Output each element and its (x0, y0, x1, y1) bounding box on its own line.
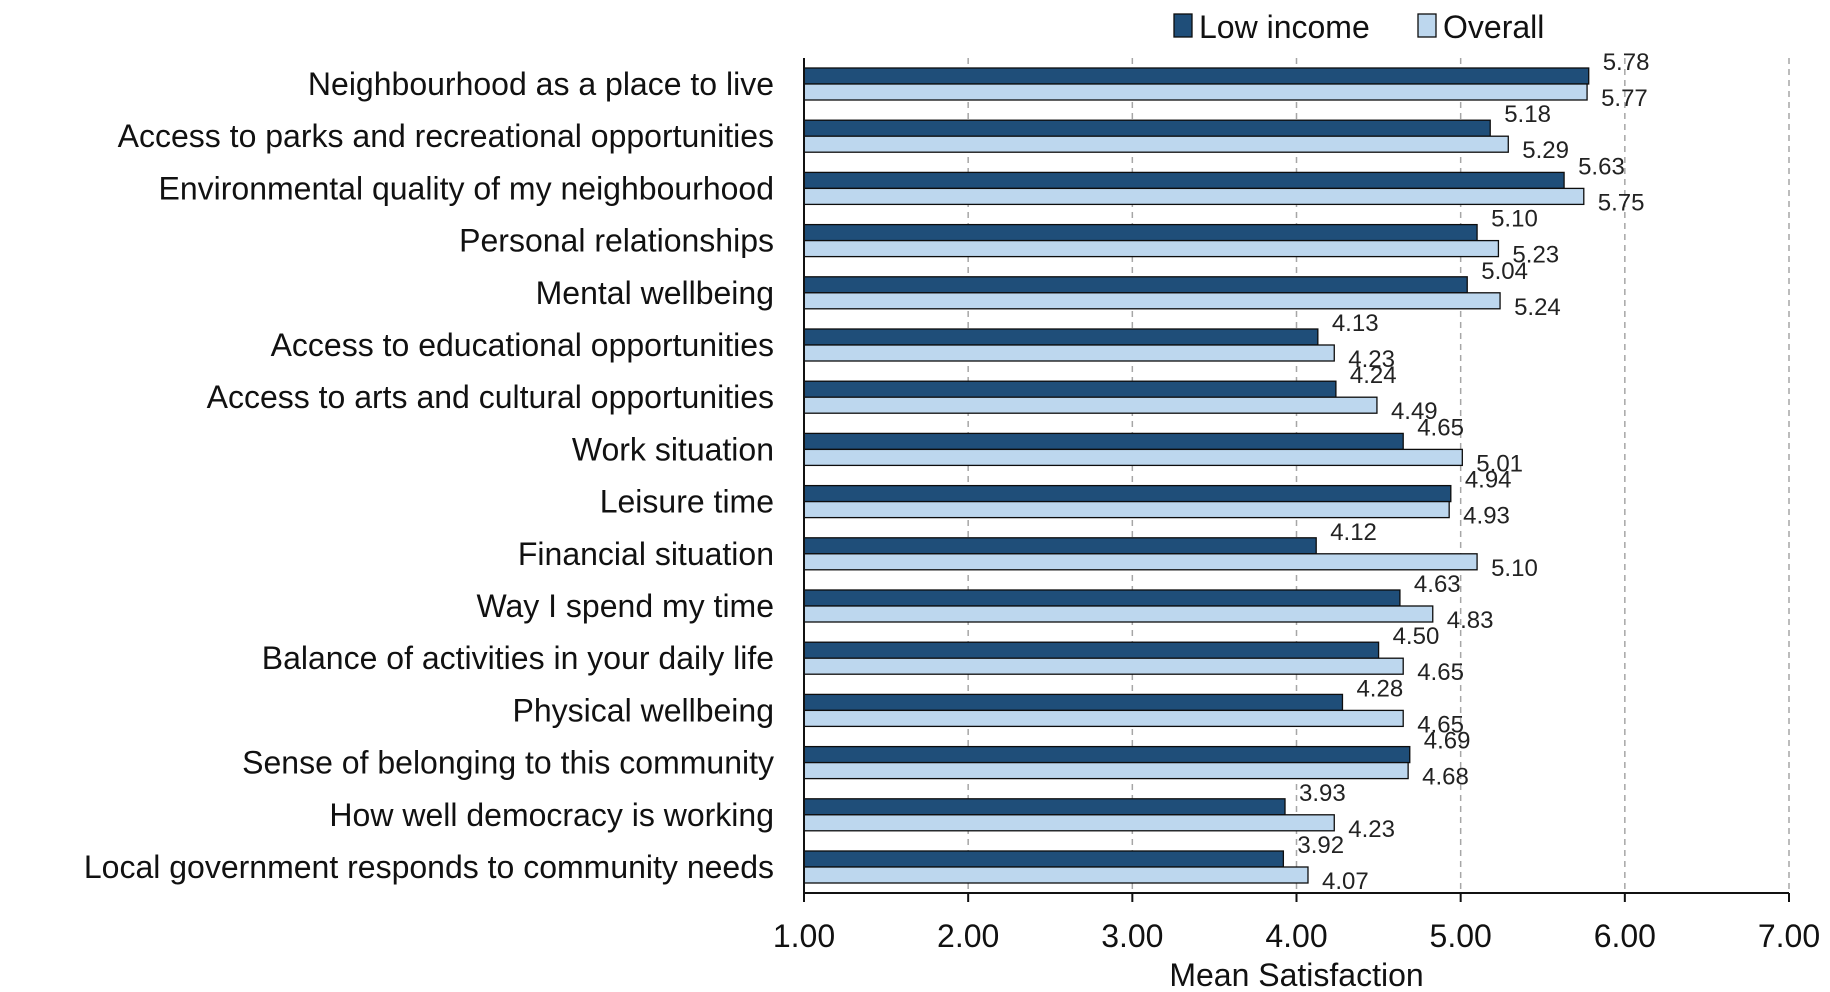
legend-label-overall: Overall (1443, 9, 1544, 45)
value-label-low-income-4: 5.04 (1481, 258, 1528, 285)
legend-swatch-low-income (1173, 13, 1193, 38)
value-label-low-income-12: 4.28 (1356, 675, 1403, 702)
bar-low-income-14 (803, 798, 1286, 816)
x-tick-label-6: 7.00 (1758, 918, 1820, 954)
category-label-9: Financial situation (518, 536, 774, 572)
value-label-low-income-5: 4.13 (1332, 310, 1379, 337)
value-label-overall-2: 5.75 (1598, 189, 1645, 216)
value-label-low-income-9: 4.12 (1330, 519, 1377, 546)
bar-overall-6 (803, 396, 1378, 414)
value-label-low-income-7: 4.65 (1417, 414, 1464, 441)
legend-label-low-income: Low income (1199, 9, 1370, 45)
bar-overall-15 (803, 866, 1309, 884)
bar-overall-5 (803, 344, 1335, 362)
value-label-overall-8: 4.93 (1463, 503, 1510, 530)
value-label-overall-10: 4.83 (1447, 607, 1494, 634)
value-label-overall-12: 4.65 (1417, 711, 1464, 738)
bar-low-income-2 (803, 171, 1565, 190)
value-label-low-income-3: 5.10 (1491, 206, 1538, 233)
category-label-7: Work situation (572, 431, 774, 467)
value-label-overall-3: 5.23 (1512, 242, 1559, 269)
bar-low-income-0 (803, 67, 1590, 85)
bar-low-income-3 (803, 223, 1478, 242)
value-label-overall-1: 5.29 (1522, 137, 1569, 164)
x-tick-label-0: 1.00 (773, 918, 835, 954)
value-label-low-income-15: 3.92 (1297, 832, 1344, 859)
bar-low-income-6 (803, 380, 1337, 398)
category-label-13: Sense of belonging to this community (242, 745, 774, 781)
bar-overall-14 (803, 814, 1335, 832)
value-label-low-income-0: 5.78 (1603, 49, 1650, 76)
value-label-low-income-1: 5.18 (1504, 101, 1551, 128)
value-label-low-income-8: 4.94 (1465, 467, 1512, 494)
value-label-overall-14: 4.23 (1348, 816, 1395, 843)
category-label-15: Local government responds to community n… (84, 849, 774, 885)
bar-low-income-12 (803, 693, 1344, 712)
x-tick-label-4: 5.00 (1430, 918, 1492, 954)
bar-overall-12 (803, 709, 1404, 728)
bar-low-income-10 (803, 589, 1401, 607)
value-label-overall-5: 4.23 (1348, 346, 1395, 373)
bar-overall-3 (803, 239, 1500, 258)
bar-low-income-9 (803, 537, 1317, 555)
x-axis-title: Mean Satisfaction (1169, 957, 1423, 992)
x-tick-label-1: 2.00 (937, 918, 999, 954)
bar-overall-11 (803, 657, 1404, 675)
bar-overall-0 (803, 83, 1588, 101)
bar-low-income-1 (803, 119, 1491, 137)
value-label-overall-0: 5.77 (1601, 85, 1648, 112)
category-label-4: Mental wellbeing (536, 275, 774, 311)
bar-overall-1 (803, 135, 1509, 153)
bar-low-income-11 (803, 641, 1380, 659)
value-label-low-income-6: 4.24 (1350, 362, 1397, 389)
value-label-low-income-14: 3.93 (1299, 780, 1346, 807)
category-label-8: Leisure time (600, 484, 774, 520)
value-label-overall-7: 5.01 (1476, 450, 1523, 477)
bar-low-income-7 (803, 432, 1404, 451)
legend-swatch-overall (1417, 13, 1437, 38)
value-label-low-income-11: 4.50 (1393, 623, 1440, 650)
bar-overall-7 (803, 448, 1463, 467)
value-label-overall-4: 5.24 (1514, 294, 1561, 321)
bar-overall-10 (803, 605, 1434, 623)
value-label-overall-13: 4.68 (1422, 764, 1469, 791)
bar-low-income-15 (803, 850, 1285, 868)
value-label-overall-6: 4.49 (1391, 398, 1438, 425)
value-label-overall-9: 5.10 (1491, 555, 1538, 582)
x-tick-label-2: 3.00 (1101, 918, 1163, 954)
category-label-3: Personal relationships (459, 223, 774, 259)
value-label-low-income-13: 4.69 (1424, 728, 1471, 755)
category-label-12: Physical wellbeing (513, 692, 774, 728)
value-label-low-income-10: 4.63 (1414, 571, 1461, 598)
bar-overall-2 (803, 187, 1585, 206)
x-tick-label-3: 4.00 (1265, 918, 1327, 954)
category-label-11: Balance of activities in your daily life (262, 640, 774, 676)
value-label-low-income-2: 5.63 (1578, 153, 1625, 180)
bar-overall-4 (803, 292, 1501, 310)
bar-overall-9 (803, 553, 1478, 571)
value-label-overall-15: 4.07 (1322, 868, 1369, 895)
category-label-0: Neighbourhood as a place to live (308, 66, 774, 102)
x-tick-label-5: 6.00 (1594, 918, 1656, 954)
bar-low-income-13 (803, 745, 1411, 764)
bar-low-income-8 (803, 484, 1452, 503)
category-label-6: Access to arts and cultural opportunitie… (207, 379, 774, 415)
category-label-2: Environmental quality of my neighbourhoo… (159, 170, 774, 206)
category-label-1: Access to parks and recreational opportu… (118, 118, 774, 154)
bar-overall-13 (803, 761, 1409, 780)
category-label-5: Access to educational opportunities (271, 327, 774, 363)
category-label-14: How well democracy is working (329, 797, 774, 833)
bar-low-income-5 (803, 328, 1319, 346)
category-label-10: Way I spend my time (476, 588, 774, 624)
bar-low-income-4 (803, 276, 1468, 294)
bar-overall-8 (803, 500, 1450, 519)
value-label-overall-11: 4.65 (1417, 659, 1464, 686)
